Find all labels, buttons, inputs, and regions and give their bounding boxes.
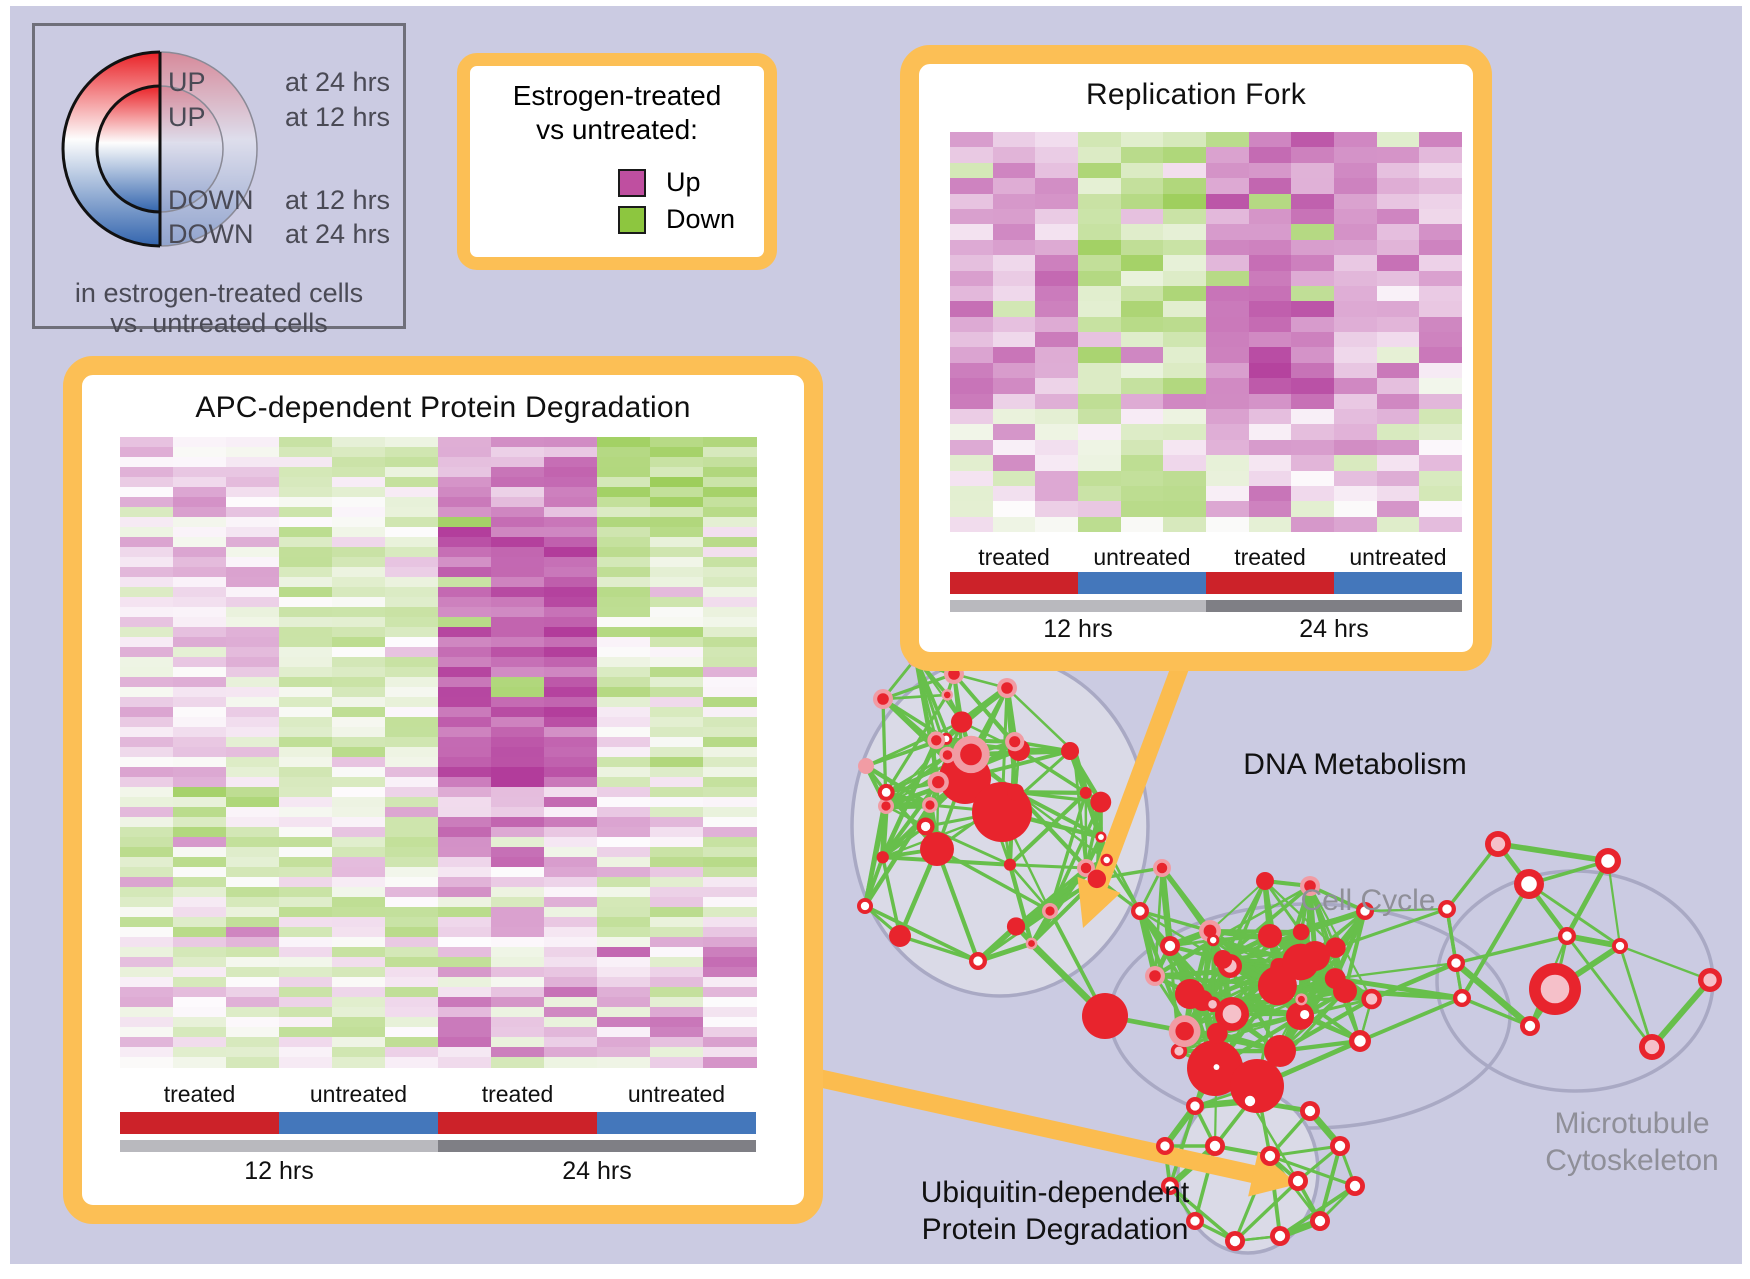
down-label: Down (666, 204, 736, 234)
key-dir-down-12: DOWN (168, 185, 254, 215)
apc-heatmap (120, 437, 757, 1068)
apc-time-labels: 12 hrs 24 hrs (120, 1157, 756, 1186)
network-graph: DNA Metabolism Cell Cycle Microtubule Cytos… (708, 642, 1722, 1255)
rf-panel: Replication Fork treated untreated treat… (900, 45, 1492, 671)
cluster-label-ubiq-1: Ubiquitin-dependent (921, 1176, 1190, 1209)
key-footer-line2: vs. untreated cells (110, 308, 328, 338)
rf-untreated-12-label: untreated (1093, 544, 1191, 570)
rf-condition-bar (950, 572, 1462, 594)
key-dir-down-24: DOWN (168, 219, 254, 249)
rf-time-bar (950, 600, 1462, 612)
key-dir-up-24: UP (168, 67, 206, 97)
apc-panel-title: APC-dependent Protein Degradation (195, 391, 691, 424)
apc-time-bar (120, 1140, 756, 1152)
key-time-24: at 24 hrs (285, 67, 391, 97)
apc-panel: APC-dependent Protein Degradation treate… (63, 356, 823, 1224)
cluster-label-micro-2: Cytoskeleton (1545, 1144, 1718, 1177)
updown-legend-title-1: Estrogen-treated (512, 80, 722, 111)
apc-untreated-12-label: untreated (309, 1081, 408, 1107)
cluster-label-dna: DNA Metabolism (1243, 748, 1466, 781)
apc-12hrs-label: 12 hrs (244, 1157, 314, 1185)
cluster-label-ubiq-2: Protein Degradation (922, 1213, 1189, 1246)
key-time-down12: at 12 hrs (285, 185, 391, 215)
ring-key-circles (61, 50, 258, 248)
apc-untreated-24-label: untreated (627, 1081, 726, 1107)
rf-panel-title: Replication Fork (1086, 78, 1306, 111)
apc-treated-24-label: treated (481, 1081, 554, 1107)
down-swatch (618, 206, 646, 234)
cluster-label-cc: Cell Cycle (1300, 884, 1435, 917)
key-time-down24: at 24 hrs (285, 219, 391, 249)
key-time-12: at 12 hrs (285, 102, 391, 132)
cluster-label-micro-1: Microtubule (1554, 1107, 1709, 1140)
rf-12hrs-label: 12 hrs (1043, 615, 1113, 643)
rf-group-labels: treated untreated treated untreated (950, 544, 1462, 571)
up-swatch (618, 169, 646, 197)
key-footer-line1: in estrogen-treated cells (74, 278, 364, 308)
updown-legend-title-2: vs untreated: (536, 114, 698, 145)
apc-condition-bar (120, 1112, 756, 1134)
updown-legend-box: Estrogen-treated vs untreated: Up Down (457, 53, 777, 270)
rf-treated-24-label: treated (1234, 544, 1306, 570)
key-dir-up-12: UP (168, 102, 206, 132)
apc-group-labels: treated untreated treated untreated (120, 1081, 756, 1108)
rf-time-labels: 12 hrs 24 hrs (950, 615, 1462, 644)
rf-24hrs-label: 24 hrs (1299, 615, 1369, 643)
ring-key-box: UP at 24 hrs UP at 12 hrs DOWN at 12 hrs… (32, 23, 406, 338)
rf-untreated-24-label: untreated (1349, 544, 1447, 570)
figure-canvas: DNA Metabolism Cell Cycle Microtubule Cytos… (10, 6, 1742, 1264)
up-label: Up (666, 167, 701, 197)
apc-24hrs-label: 24 hrs (562, 1157, 632, 1185)
apc-treated-12-label: treated (163, 1081, 236, 1107)
rf-heatmap (950, 132, 1463, 533)
rf-treated-12-label: treated (978, 544, 1050, 570)
